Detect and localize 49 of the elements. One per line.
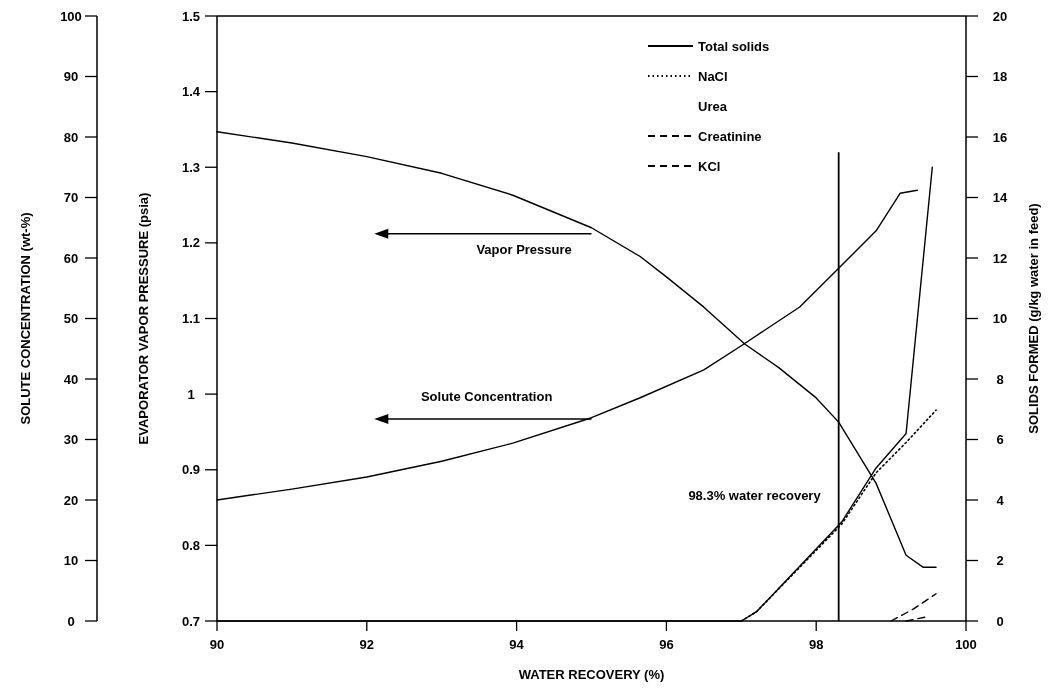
y2-tick-label: 0 xyxy=(996,613,1004,629)
legend-label: NaCl xyxy=(698,68,728,84)
y3-tick-label: 1 xyxy=(187,386,195,402)
legend-label: Total solids xyxy=(698,38,770,54)
y2-tick-label: 16 xyxy=(992,129,1008,145)
y-tick-label: 40 xyxy=(63,371,79,387)
ref-line-label: 98.3% water recovery xyxy=(688,488,822,503)
x-tick-label: 98 xyxy=(808,637,824,652)
y-tick-label: 90 xyxy=(63,69,79,85)
y3-tick-label: 1.1 xyxy=(181,311,201,327)
y-tick-label: 50 xyxy=(63,311,79,327)
series-label: Solute Concentration xyxy=(420,389,553,405)
y2-tick-label: 8 xyxy=(996,371,1004,387)
y3-tick-label: 1.5 xyxy=(181,8,201,24)
y2-tick-label: 14 xyxy=(992,190,1008,206)
y3-tick-label: 1.2 xyxy=(181,235,201,251)
x-tick-label: 94 xyxy=(509,637,525,652)
y-tick-label: 60 xyxy=(63,250,79,266)
x-tick-label: 90 xyxy=(209,637,225,652)
y2-tick-label: 6 xyxy=(996,432,1004,448)
x-tick-label: 92 xyxy=(359,637,375,652)
y-tick-label: 0 xyxy=(67,613,75,629)
y2-tick-label: 12 xyxy=(992,250,1008,266)
y-tick-label: 70 xyxy=(63,190,79,206)
legend-label: KCl xyxy=(698,158,721,174)
y2-tick-label: 4 xyxy=(996,492,1005,508)
x-tick-label: 96 xyxy=(659,637,674,652)
y2-tick-label: 20 xyxy=(992,8,1008,24)
x-tick-label: 100 xyxy=(955,637,977,652)
y3-tick-label: 0.9 xyxy=(181,462,201,478)
y3-tick-label: 1.4 xyxy=(181,84,201,100)
text: Urea xyxy=(698,98,728,114)
legend-label: Creatinine xyxy=(698,128,762,144)
y3-tick-label: 0.8 xyxy=(181,537,201,553)
y-tick-label: 80 xyxy=(63,129,79,145)
y-tick-label: 100 xyxy=(60,8,82,24)
y2-tick-label: 10 xyxy=(992,311,1008,327)
y3-tick-label: 1.3 xyxy=(181,159,201,175)
y2-tick-label: 18 xyxy=(992,69,1008,85)
y3-tick-label: 0.7 xyxy=(181,613,201,629)
y-tick-label: 10 xyxy=(63,553,79,569)
y-axis-title: SOLUTE CONCENTRATION (wt-%) xyxy=(18,212,33,425)
y2-tick-label: 2 xyxy=(996,553,1004,569)
x-axis-title: WATER RECOVERY (%) xyxy=(518,667,665,682)
y3-axis-title: EVAPORATOR VAPOR PRESSURE (psia) xyxy=(136,192,151,445)
y-tick-label: 30 xyxy=(63,432,79,448)
y-tick-label: 20 xyxy=(63,492,79,508)
y2-axis-title: SOLIDS FORMED (g/kg water in feed) xyxy=(1026,203,1041,434)
series-label: Vapor Pressure xyxy=(476,241,572,257)
